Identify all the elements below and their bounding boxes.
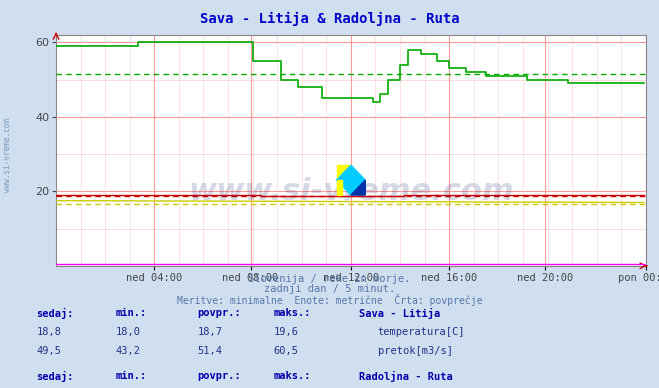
Text: zadnji dan / 5 minut.: zadnji dan / 5 minut. (264, 284, 395, 294)
Text: sedaj:: sedaj: (36, 371, 74, 382)
Text: 19,6: 19,6 (273, 327, 299, 337)
Text: www.si-vreme.com: www.si-vreme.com (3, 118, 13, 192)
Text: Sava - Litija & Radoljna - Ruta: Sava - Litija & Radoljna - Ruta (200, 12, 459, 26)
Polygon shape (337, 165, 365, 195)
Polygon shape (337, 165, 351, 180)
Text: 49,5: 49,5 (36, 346, 61, 356)
Text: 51,4: 51,4 (198, 346, 223, 356)
Text: Meritve: minimalne  Enote: metrične  Črta: povprečje: Meritve: minimalne Enote: metrične Črta:… (177, 294, 482, 307)
Text: 18,8: 18,8 (36, 327, 61, 337)
Text: temperatura[C]: temperatura[C] (378, 327, 465, 337)
Text: povpr.:: povpr.: (198, 371, 241, 381)
Text: pretok[m3/s]: pretok[m3/s] (378, 346, 453, 356)
Text: 18,7: 18,7 (198, 327, 223, 337)
Text: Radoljna - Ruta: Radoljna - Ruta (359, 371, 453, 382)
Text: povpr.:: povpr.: (198, 308, 241, 319)
Text: maks.:: maks.: (273, 308, 311, 319)
Text: maks.:: maks.: (273, 371, 311, 381)
Text: 43,2: 43,2 (115, 346, 140, 356)
Text: min.:: min.: (115, 371, 146, 381)
Text: www.si-vreme.com: www.si-vreme.com (188, 177, 514, 206)
Text: 60,5: 60,5 (273, 346, 299, 356)
Text: min.:: min.: (115, 308, 146, 319)
Polygon shape (351, 180, 365, 195)
Text: Sava - Litija: Sava - Litija (359, 308, 440, 319)
Text: sedaj:: sedaj: (36, 308, 74, 319)
Bar (337, 180, 342, 195)
Text: 18,0: 18,0 (115, 327, 140, 337)
Text: Slovenija / reke in morje.: Slovenija / reke in morje. (248, 274, 411, 284)
